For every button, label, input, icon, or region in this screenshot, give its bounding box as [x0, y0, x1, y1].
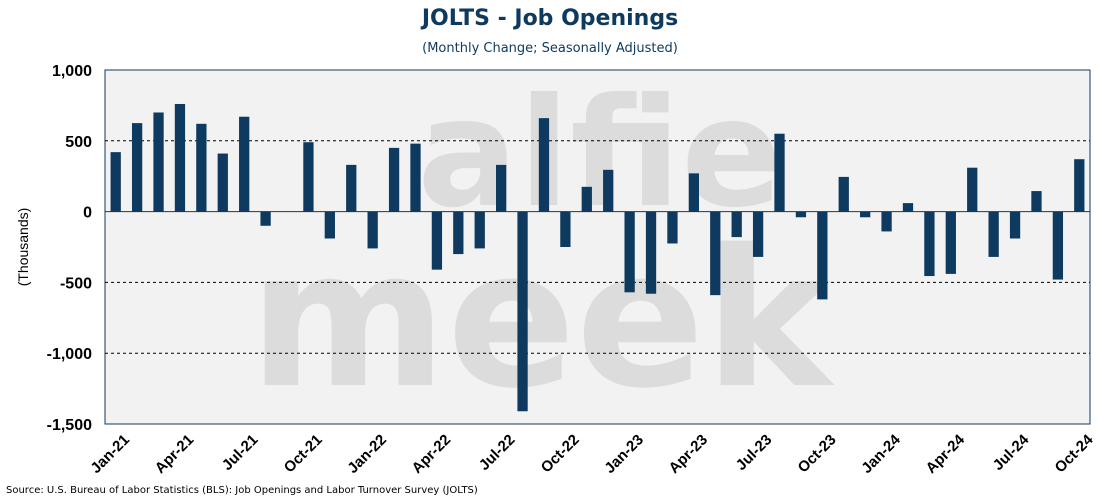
- y-axis-ticks: 1,000 500 0 -500 -1,000 -1,500: [47, 63, 92, 434]
- y-tick-label: 0: [83, 205, 92, 222]
- x-tick-label: Apr-21: [152, 431, 198, 477]
- bar: [967, 167, 978, 212]
- bar: [431, 211, 443, 270]
- bar: [624, 211, 635, 293]
- x-tick-label: Jul-23: [733, 431, 776, 474]
- x-axis-ticks: Jan-21 Apr-21 Jul-21 Oct-21 Jan-22 Apr-22 Jul-…: [87, 431, 1097, 477]
- bar: [688, 173, 699, 212]
- bar: [817, 211, 828, 300]
- x-tick-label: Apr-24: [923, 431, 969, 477]
- bar: [239, 116, 250, 212]
- bar: [752, 211, 764, 257]
- bar: [1074, 159, 1085, 212]
- x-tick-label: Oct-21: [281, 431, 326, 476]
- x-tick-label: Oct-23: [795, 431, 840, 476]
- bars: [110, 103, 1085, 412]
- source-note: Source: U.S. Bureau of Labor Statistics …: [6, 485, 478, 496]
- bar: [881, 211, 892, 232]
- y-tick-label: -1,000: [47, 346, 92, 363]
- bar: [1031, 191, 1042, 212]
- bar: [838, 176, 849, 212]
- bar: [667, 211, 678, 244]
- y-tick-label: -1,500: [47, 417, 92, 434]
- x-tick-label: Jan-21: [87, 431, 133, 477]
- bar: [645, 211, 657, 294]
- x-tick-label: Apr-23: [666, 431, 712, 477]
- bar: [410, 143, 421, 212]
- bar: [710, 211, 721, 296]
- bar: [581, 186, 592, 212]
- bar: [902, 203, 914, 212]
- bar: [367, 211, 378, 249]
- bar: [453, 211, 464, 255]
- bar: [560, 211, 571, 247]
- bar: [260, 211, 271, 226]
- bar: [346, 164, 357, 212]
- y-axis-label: (Thousands): [15, 208, 31, 287]
- bar: [1009, 211, 1021, 239]
- bar: [603, 169, 614, 212]
- bar: [131, 123, 143, 212]
- bar: [731, 211, 742, 238]
- x-tick-label: Jul-21: [219, 431, 262, 474]
- bar: [988, 211, 999, 257]
- bar: [538, 118, 550, 212]
- x-tick-label: Apr-22: [409, 431, 455, 477]
- y-tick-label: -500: [60, 275, 92, 292]
- y-tick-label: 500: [65, 134, 92, 151]
- chart-subtitle: (Monthly Change; Seasonally Adjusted): [422, 41, 678, 56]
- bar: [153, 112, 164, 212]
- bar: [774, 133, 785, 212]
- bar: [945, 211, 956, 274]
- x-tick-label: Oct-22: [538, 431, 583, 476]
- bar: [517, 211, 528, 412]
- bar: [388, 147, 400, 212]
- bar: [860, 211, 871, 218]
- x-tick-label: Jan-22: [344, 431, 390, 477]
- bar: [303, 142, 314, 212]
- x-tick-label: Jul-24: [990, 431, 1033, 474]
- bar: [924, 211, 935, 277]
- y-tick-label: 1,000: [52, 63, 92, 80]
- x-tick-label: Oct-24: [1052, 431, 1097, 476]
- bar: [174, 103, 186, 212]
- bar: [795, 211, 807, 218]
- bar: [217, 153, 228, 212]
- bar: [110, 152, 121, 212]
- chart-title: JOLTS - Job Openings: [421, 6, 679, 31]
- bar: [1052, 211, 1064, 280]
- x-tick-label: Jan-23: [601, 431, 647, 477]
- watermark-word: meek: [249, 209, 835, 430]
- bar: [324, 211, 335, 239]
- gridlines: [105, 140, 1090, 354]
- x-tick-label: Jul-22: [476, 431, 519, 474]
- bar: [196, 123, 207, 212]
- bar: [474, 211, 485, 249]
- bar: [496, 164, 507, 212]
- x-tick-label: Jan-24: [858, 431, 904, 477]
